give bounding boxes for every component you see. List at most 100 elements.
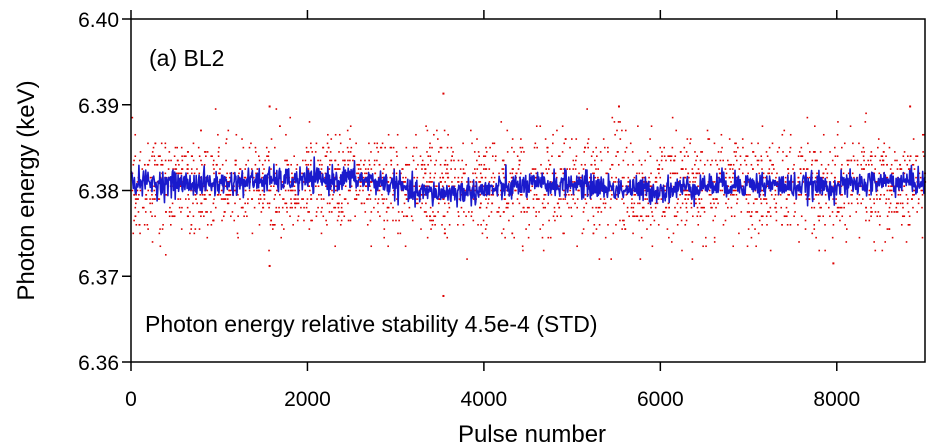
- scatter-point: [897, 202, 899, 205]
- scatter-point: [479, 193, 482, 196]
- scatter-point: [679, 206, 682, 209]
- scatter-point: [290, 163, 292, 166]
- scatter-point: [144, 198, 147, 200]
- scatter-point: [841, 146, 843, 149]
- scatter-point: [904, 159, 906, 162]
- scatter-point: [703, 206, 705, 209]
- scatter-point: [668, 155, 670, 157]
- scatter-point: [274, 211, 277, 213]
- scatter-point: [599, 151, 602, 153]
- scatter-point: [282, 181, 284, 183]
- scatter-point: [434, 172, 437, 175]
- scatter-point: [262, 202, 264, 205]
- scatter-point: [370, 168, 373, 170]
- scatter-point: [690, 202, 693, 205]
- scatter-point: [708, 138, 711, 140]
- scatter-point: [320, 211, 323, 213]
- scatter-point: [879, 215, 881, 218]
- scatter-point: [903, 151, 906, 153]
- scatter-point: [337, 202, 340, 205]
- scatter-point: [761, 125, 764, 127]
- scatter-point: [888, 189, 891, 192]
- scatter-point: [707, 138, 709, 140]
- scatter-point: [457, 181, 459, 183]
- scatter-point: [400, 181, 403, 183]
- scatter-point: [411, 219, 414, 222]
- scatter-point: [921, 206, 923, 209]
- scatter-point: [276, 189, 278, 192]
- y-tick-label: 6.36: [78, 352, 119, 375]
- scatter-point: [441, 176, 444, 179]
- scatter-point: [776, 185, 778, 188]
- scatter-point: [543, 198, 545, 200]
- scatter-point: [800, 215, 803, 218]
- scatter-point: [341, 202, 343, 205]
- scatter-point: [572, 181, 574, 183]
- scatter-point: [708, 189, 711, 192]
- scatter-point: [332, 193, 334, 196]
- scatter-point: [536, 198, 539, 200]
- scatter-point: [519, 159, 521, 162]
- scatter-point: [824, 249, 826, 252]
- scatter-point: [483, 163, 486, 166]
- scatter-point: [244, 202, 246, 205]
- scatter-point: [450, 146, 453, 149]
- scatter-point: [880, 163, 883, 166]
- scatter-point: [370, 181, 373, 183]
- scatter-point: [253, 206, 256, 209]
- scatter-point: [180, 228, 183, 230]
- scatter-point: [745, 193, 748, 196]
- scatter-point: [649, 181, 651, 183]
- scatter-point: [553, 211, 556, 213]
- scatter-point: [515, 189, 517, 192]
- scatter-point: [505, 206, 508, 209]
- scatter-point: [229, 189, 232, 192]
- scatter-point: [606, 172, 609, 175]
- scatter-point: [903, 185, 905, 188]
- scatter-point: [311, 219, 313, 222]
- scatter-point: [189, 232, 191, 235]
- scatter-point: [368, 159, 370, 162]
- scatter-point: [719, 159, 722, 162]
- scatter-point: [160, 142, 163, 145]
- scatter-point: [583, 206, 585, 209]
- scatter-point: [896, 159, 898, 162]
- scatter-point: [172, 168, 174, 170]
- x-tick-label: 6000: [637, 388, 684, 411]
- scatter-point: [314, 151, 317, 153]
- scatter-point: [346, 129, 349, 132]
- scatter-point: [328, 168, 331, 170]
- scatter-point: [474, 189, 477, 192]
- scatter-point: [204, 193, 206, 196]
- y-tick-label: 6.39: [78, 95, 119, 118]
- scatter-point: [740, 211, 743, 213]
- scatter-point: [683, 155, 686, 157]
- scatter-point: [682, 168, 684, 170]
- scatter-point: [349, 151, 352, 153]
- scatter-point: [392, 172, 394, 175]
- scatter-point: [369, 198, 372, 200]
- scatter-point: [720, 151, 722, 153]
- scatter-point: [915, 159, 917, 162]
- scatter-point: [478, 163, 481, 166]
- scatter-point: [459, 168, 462, 170]
- scatter-point: [221, 219, 223, 222]
- scatter-point: [747, 172, 749, 175]
- scatter-point: [349, 189, 351, 192]
- scatter-point: [841, 193, 843, 196]
- scatter-point: [192, 159, 195, 162]
- scatter-point: [757, 142, 759, 145]
- scatter-point: [250, 168, 253, 170]
- scatter-point: [492, 185, 495, 188]
- scatter-point: [248, 146, 251, 149]
- scatter-point: [827, 163, 830, 166]
- scatter-point: [669, 176, 672, 179]
- scatter-point: [543, 193, 546, 196]
- scatter-point: [132, 163, 135, 166]
- scatter-point: [664, 189, 666, 192]
- scatter-point: [909, 155, 912, 157]
- scatter-point: [183, 155, 186, 157]
- scatter-point: [917, 198, 920, 200]
- scatter-point: [337, 206, 340, 209]
- scatter-point: [429, 176, 432, 179]
